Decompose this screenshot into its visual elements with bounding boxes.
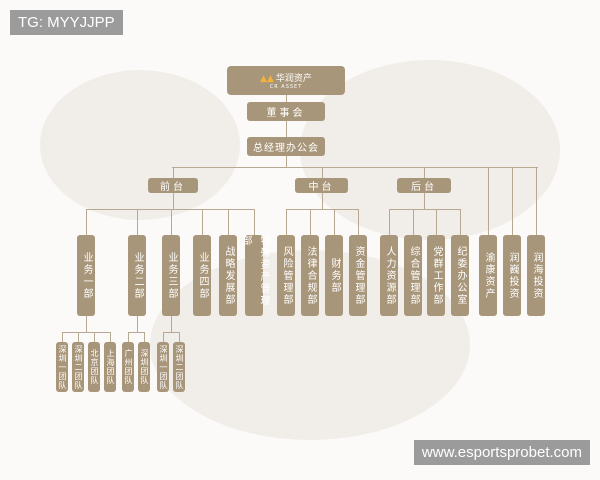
connector-line [228,209,229,235]
group-box-0: 前台 [148,178,198,193]
connector-line [512,167,513,235]
connector-line [163,332,164,342]
connector-line [202,209,203,235]
connector-line [128,332,129,342]
team-box: 深圳团队 [138,342,150,392]
connector-line [171,316,172,332]
department-box: 业务四部 [193,235,211,316]
department-box: 党群工作部 [427,235,445,316]
world-map-background [40,70,240,220]
connector-line [310,209,311,235]
connector-line [62,332,63,342]
department-box: 特殊资产管理部 [240,235,269,316]
connector-line [173,167,174,178]
department-box: 业务二部 [128,235,146,316]
logo-name-cn: 华润资产 [275,74,312,84]
connector-line [128,332,144,333]
department-box: 资金管理部 [349,235,367,316]
connector-line [171,209,172,235]
gm-office-box: 总经理办公会 [247,137,325,156]
connector-line [62,332,110,333]
connector-line [137,209,138,235]
department-box: 纪委办公室 [451,235,469,316]
connector-line [389,209,390,235]
connector-line [86,209,87,235]
department-box: 综合管理部 [404,235,422,316]
department-box: 人力资源部 [380,235,398,316]
logo-name-en: CR ASSET [269,84,303,90]
connector-line [173,193,174,209]
connector-line [110,332,111,342]
connector-line [413,209,414,235]
connector-line [86,209,254,210]
group-box-2: 后台 [397,178,451,193]
company-logo: ▲▲ 华润资产 CR ASSET [227,66,345,95]
department-box: 业务一部 [77,235,95,316]
subsidiary-box: 渝康资产 [479,235,497,316]
connector-line [358,209,359,235]
team-box: 深圳一团队 [157,342,169,392]
connector-line [286,209,358,210]
board-box: 董事会 [247,102,325,121]
department-box: 风险管理部 [277,235,295,316]
subsidiary-box: 润海投资 [527,235,545,316]
connector-line [86,316,87,332]
connector-line [78,332,79,342]
connector-line [424,193,425,209]
connector-line [163,332,179,333]
connector-line [436,209,437,235]
connector-line [144,332,145,342]
connector-line [172,167,538,168]
connector-line [137,316,138,332]
connector-line [179,332,180,342]
connector-line [389,209,460,210]
department-box: 业务三部 [162,235,180,316]
team-box: 上海团队 [104,342,116,392]
department-box: 法律合规部 [301,235,319,316]
logo-mark-icon: ▲▲ [260,74,274,84]
team-box: 深圳二团队 [173,342,185,392]
connector-line [322,167,323,178]
group-box-1: 中台 [295,178,348,193]
team-box: 深圳二团队 [72,342,84,392]
watermark-bottom-right: www.esportsprobet.com [413,440,590,465]
connector-line [334,209,335,235]
connector-line [254,209,255,235]
department-box: 战略发展部 [219,235,237,316]
connector-line [94,332,95,342]
connector-line [424,167,425,178]
team-box: 深圳一团队 [56,342,68,392]
watermark-top-left: TG: MYYJJPP [10,10,123,35]
connector-line [536,167,537,235]
team-box: 北京团队 [88,342,100,392]
connector-line [286,209,287,235]
connector-line [286,95,287,167]
team-box: 广州团队 [122,342,134,392]
subsidiary-box: 润巍投资 [503,235,521,316]
connector-line [460,209,461,235]
connector-line [322,193,323,209]
department-box: 财务部 [325,235,343,316]
connector-line [488,167,489,235]
